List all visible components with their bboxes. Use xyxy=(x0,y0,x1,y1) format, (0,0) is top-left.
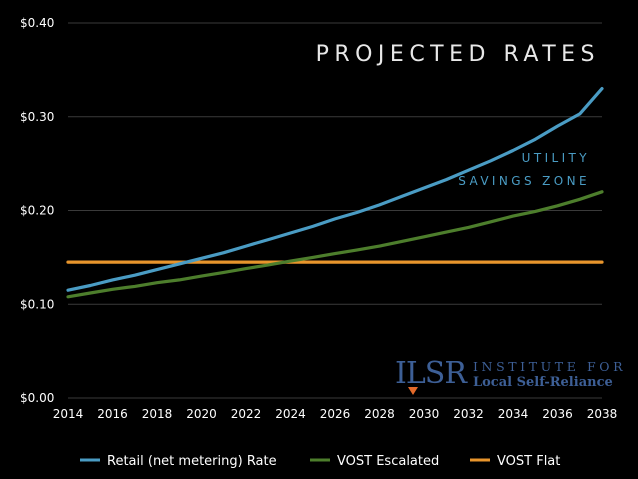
legend-label: VOST Escalated xyxy=(337,454,439,469)
x-tick-label: 2030 xyxy=(409,407,440,421)
x-tick-label: 2026 xyxy=(320,407,351,421)
x-tick-label: 2018 xyxy=(142,407,173,421)
y-tick-label: $0.10 xyxy=(20,297,54,311)
series-line-vost-escalated xyxy=(66,190,604,299)
x-tick-label: 2014 xyxy=(53,407,84,421)
x-tick-label: 2038 xyxy=(587,407,618,421)
grid-lines xyxy=(68,22,602,399)
annotation-line-1: UTILITY xyxy=(522,151,590,165)
x-tick-label: 2028 xyxy=(364,407,395,421)
chart-title: PROJECTED RATES xyxy=(316,42,600,67)
logo-text-line-1: INSTITUTE FOR xyxy=(473,359,627,374)
x-tick-label: 2032 xyxy=(453,407,484,421)
x-tick-label: 2034 xyxy=(498,407,529,421)
x-tick-label: 2020 xyxy=(186,407,217,421)
series-line-retail-net-metering-rate xyxy=(66,86,604,292)
y-tick-label: $0.20 xyxy=(20,204,54,218)
logo-triangle-icon xyxy=(408,387,418,395)
x-axis-ticks: 2014 2016 2018 2020 2022 2024 2026 2028 2030 2032… xyxy=(53,407,618,421)
legend-label: VOST Flat xyxy=(497,454,560,469)
x-tick-label: 2024 xyxy=(275,407,306,421)
x-tick-label: 2016 xyxy=(97,407,128,421)
logo-mark: ILSR xyxy=(395,356,467,391)
logo-text-line-2: Local Self-Reliance xyxy=(473,375,613,390)
x-tick-label: 2036 xyxy=(542,407,573,421)
legend-label: Retail (net metering) Rate xyxy=(107,454,277,469)
annotation-line-2: SAVINGS ZONE xyxy=(458,174,590,188)
y-axis-ticks: $0.00 $0.10 $0.20 $0.30 $0.40 xyxy=(20,16,54,405)
y-tick-label: $0.00 xyxy=(20,391,54,405)
x-tick-label: 2022 xyxy=(231,407,262,421)
series-lines xyxy=(66,86,604,299)
y-tick-label: $0.40 xyxy=(20,16,54,30)
ilsr-logo: ILSR INSTITUTE FOR Local Self-Reliance xyxy=(395,357,625,397)
legend: Retail (net metering) Rate VOST Escalated… xyxy=(80,454,560,469)
y-tick-label: $0.30 xyxy=(20,110,54,124)
